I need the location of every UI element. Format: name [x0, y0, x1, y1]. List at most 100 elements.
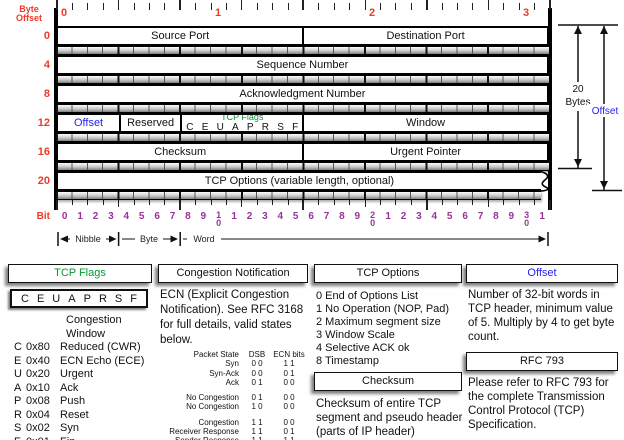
ruler-tick: [118, 200, 120, 207]
ruler-tick: [241, 200, 243, 207]
flag-entry-name: Fin: [60, 436, 75, 440]
flag-entry-code: 0x02: [26, 422, 50, 434]
bit-number: 1: [231, 211, 237, 222]
field-label: Urgent Pointer: [390, 146, 462, 158]
ruler-tick: [272, 3, 274, 10]
flag-entry-key: U: [14, 368, 22, 380]
ecn-cell: No Congestion: [186, 393, 239, 403]
flag-entry-a: A 0x10 Ack: [14, 382, 158, 396]
field-label: TCP Options (variable length, optional): [204, 175, 395, 187]
bit-cell-strip: [56, 191, 541, 200]
ruler-tick: [148, 200, 150, 205]
nibble-label: Nibble: [75, 234, 101, 244]
word-label-bg: [187, 233, 221, 245]
ecn-cell: Congestion: [198, 417, 239, 427]
field-label: Checksum: [154, 146, 207, 158]
bit-axis-label: Bit: [36, 211, 50, 222]
ruler-tick: [225, 200, 227, 205]
field-label: Sequence Number: [256, 59, 349, 71]
ecn-cell: 0 0: [283, 393, 295, 403]
ruler-tick: [395, 200, 397, 205]
tcp-option-item: 0 End of Options List: [316, 290, 419, 302]
header-row-offset-12: Offset Reserved TCP Flags C E U A P R S F Window: [56, 113, 549, 133]
ruler-tick: [410, 3, 412, 10]
bit-cell-strip: [56, 162, 549, 171]
ruler-tick: [456, 200, 458, 205]
bit-number: 8: [185, 211, 191, 222]
ruler-tick: [195, 3, 197, 10]
legend-flag-letter-e: E: [36, 292, 45, 305]
header-row-offset-20: TCP Options (variable length, optional): [56, 171, 541, 191]
flag-entry-name: ECN Echo (ECE): [60, 354, 145, 367]
flag-entry-name: Reduced (CWR): [60, 341, 141, 353]
ruler-tick: [133, 3, 135, 10]
ruler-tick: [225, 3, 227, 10]
legend-flag-letter-c: C: [21, 292, 29, 305]
ruler-tick: [425, 0, 428, 10]
header-row-offset-0: Source Port Destination Port: [56, 26, 549, 46]
ruler-tick: [179, 200, 182, 210]
byte-offset-16: 16: [37, 146, 50, 158]
ecn-cell: 0 0: [251, 368, 263, 378]
legend-flag-letter-s: S: [114, 292, 123, 305]
bit-number: 4: [431, 211, 438, 222]
ruler-tick: [333, 3, 335, 10]
size-annotations: 20 Bytes Offset: [558, 24, 623, 192]
field-label: Destination Port: [386, 30, 465, 42]
ecn-table-row: Receiver Response 1 1 0 1: [158, 427, 308, 436]
ruler-tick: [241, 0, 243, 10]
ruler-tick: [333, 200, 335, 205]
ecn-cell: 1 1: [244, 436, 270, 440]
bit-number: 6: [308, 211, 314, 222]
tcp-flags-field-title: TCP Flags: [221, 115, 264, 122]
flag-entry-overflow-line: Congestion Window: [66, 314, 122, 340]
ruler-tick: [379, 3, 381, 10]
ruler-tick: [302, 200, 305, 210]
ecn-cell: Ack: [225, 377, 239, 387]
ecn-table-row: Syn-Ack 0 0 0 1: [158, 369, 308, 378]
byte-offset-axis-label: Byte Offset: [15, 4, 42, 23]
flag-entry-code: 0x20: [26, 368, 50, 380]
bit-number: 4: [277, 211, 284, 222]
ecn-table-row: Ack 0 1 0 0: [158, 378, 308, 387]
ecn-header-1: Packet State: [193, 350, 239, 359]
ruler-tick: [179, 0, 182, 10]
top-ruler-number: 2: [369, 7, 376, 19]
flag-letter-p: P: [246, 122, 254, 132]
word-label: Word: [193, 234, 214, 244]
bit-number: 3: [108, 211, 114, 222]
legend-checksum-body: Checksum of entire TCP segment and pseud…: [316, 398, 463, 438]
ruler-tick: [533, 3, 535, 10]
tcp-option-item: 8 Timestamp: [316, 355, 379, 367]
bit-number: 5: [292, 211, 299, 222]
flag-letter-u: U: [216, 122, 224, 132]
ecn-cell: Syn-Ack: [209, 368, 239, 378]
bit-number: 6: [154, 211, 160, 222]
ecn-cell: 0 0: [283, 377, 295, 387]
header-row-offset-16: Checksum Urgent Pointer: [56, 142, 549, 162]
ecn-cell: 0 1: [251, 377, 263, 387]
flag-entry-key: S: [14, 422, 22, 434]
bit-number-digit: 0: [216, 218, 222, 228]
field-label: Reserved: [127, 117, 175, 129]
field-tcp-options-variable-length-optional: TCP Options (variable length, optional): [58, 173, 541, 189]
legend-checksum-title: Checksum: [314, 372, 462, 391]
flag-entry-code: 0x80: [26, 341, 50, 353]
legend-flag-letter-r: R: [98, 292, 107, 305]
ecn-table-row: No Congestion 1 0 0 0: [158, 402, 308, 411]
ecn-table-row: No Congestion 0 1 0 0: [158, 393, 308, 402]
flag-entry-key: F: [14, 436, 26, 440]
field-sequence-number: Sequence Number: [58, 57, 547, 73]
ecn-cell: 1 1: [283, 359, 295, 369]
ruler-tick: [349, 200, 351, 205]
field-urgent-pointer: Urgent Pointer: [302, 144, 546, 160]
header-row-offset-4: Sequence Number: [56, 55, 549, 75]
bit-number-digit: 2: [370, 210, 376, 220]
options-wavy-edge: [538, 170, 549, 192]
top-ruler-number: 0: [61, 7, 68, 19]
ecn-cell: 1 1: [251, 427, 263, 437]
bit-number: 8: [339, 211, 345, 222]
